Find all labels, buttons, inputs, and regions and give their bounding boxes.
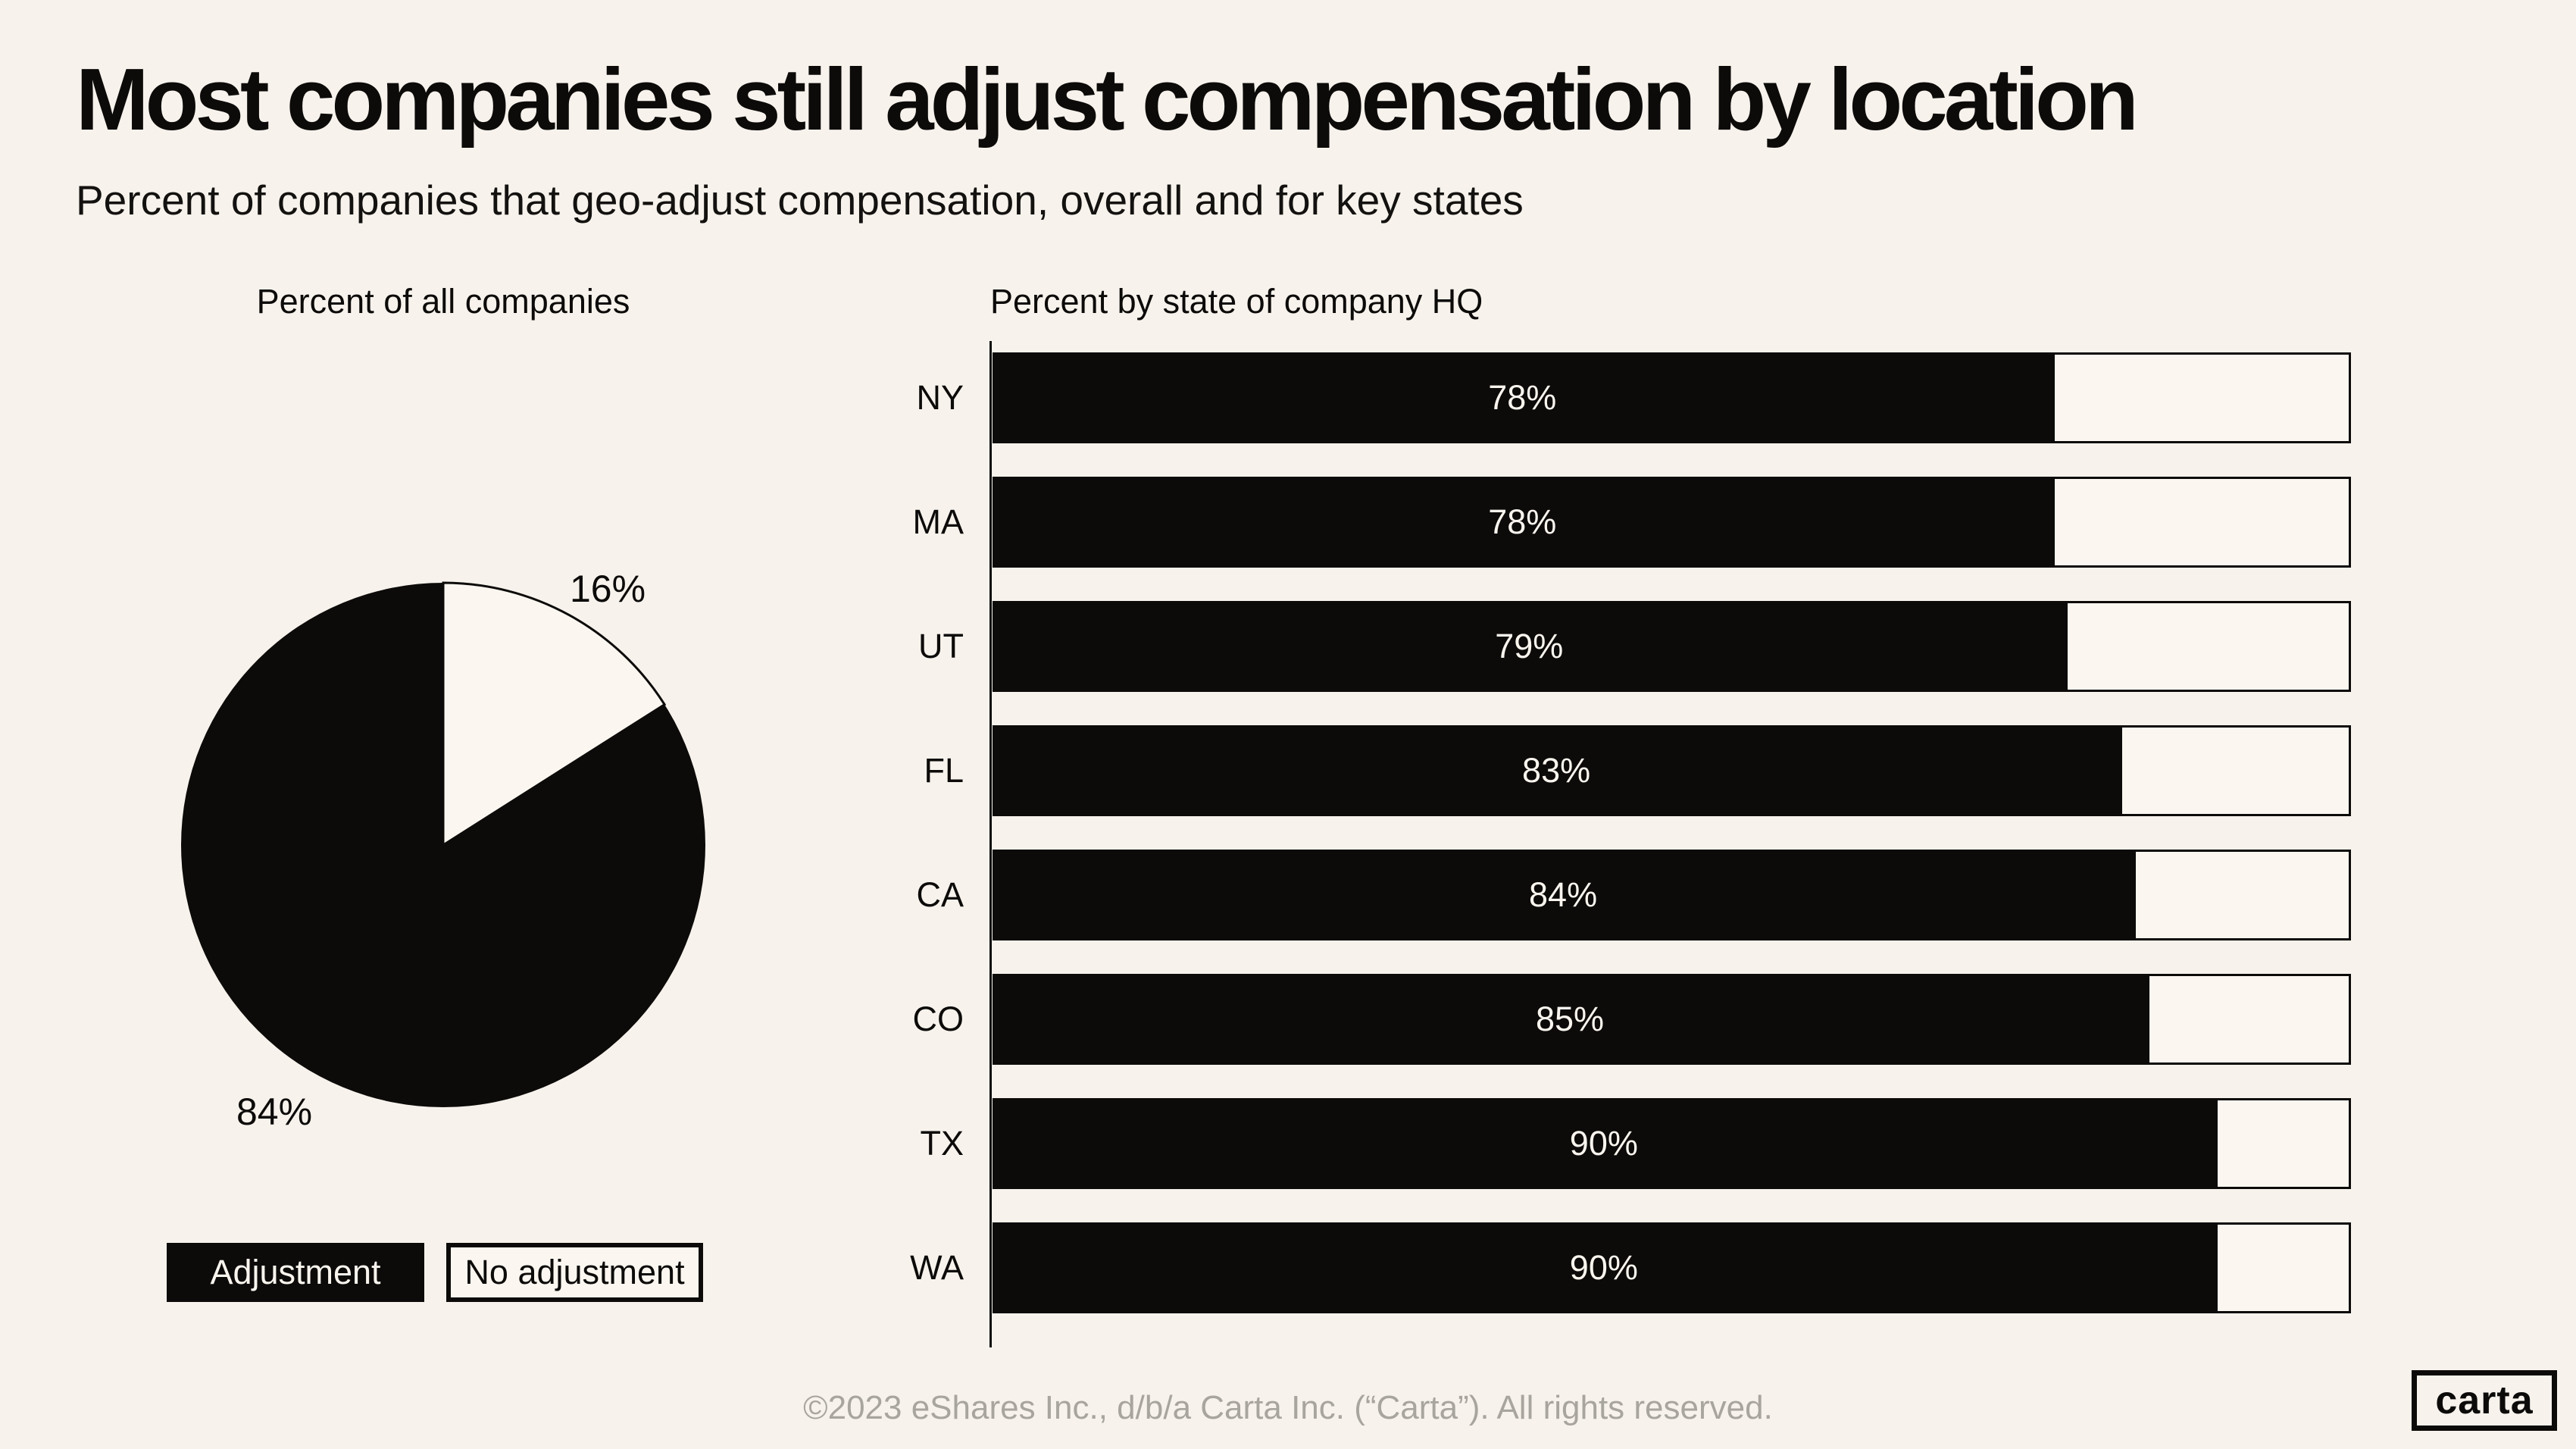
bar-category-label: UT: [918, 627, 964, 665]
bar-rows: NY 78% MA 78% UT 79%: [910, 352, 2351, 1347]
bar-fill: 90%: [993, 1098, 2215, 1189]
bar-fill: 84%: [993, 850, 2134, 940]
bar-row-ca: CA 84%: [916, 850, 2351, 940]
bar-value-label: 85%: [1535, 1000, 1605, 1038]
copyright-text: ©2023 eShares Inc., d/b/a Carta Inc. (“C…: [803, 1389, 1773, 1426]
bar-remainder: [2134, 850, 2351, 940]
pie-section-title: Percent of all companies: [256, 282, 630, 321]
bar-fill: 79%: [993, 601, 2066, 692]
bar-category-label: CA: [916, 875, 964, 914]
bar-remainder: [2215, 1222, 2351, 1313]
bar-category-label: FL: [924, 751, 964, 790]
bar-row-wa: WA 90%: [910, 1222, 2351, 1313]
bar-section-title: Percent by state of company HQ: [990, 282, 1483, 321]
bar-category-label: CO: [912, 1000, 964, 1038]
bar-remainder: [2065, 601, 2351, 692]
bar-fill: 78%: [993, 477, 2052, 568]
bar-value-label: 78%: [1488, 502, 1557, 541]
bar-remainder: [2147, 974, 2351, 1065]
pie-chart: [181, 581, 705, 1107]
bar-value-label: 90%: [1569, 1248, 1638, 1287]
legend-adjustment: Adjustment: [167, 1243, 424, 1302]
pie-no-adjustment-value-label: 16%: [570, 568, 646, 610]
bar-remainder: [2052, 352, 2351, 443]
bar-category-label: MA: [912, 502, 964, 541]
page-title: Most companies still adjust compensation…: [76, 50, 2139, 149]
page-subtitle: Percent of companies that geo-adjust com…: [76, 177, 1524, 224]
carta-logo: carta: [2412, 1370, 2557, 1431]
bar-row-fl: FL 83%: [924, 725, 2351, 816]
bar-row-tx: TX 90%: [920, 1098, 2351, 1189]
bar-value-label: 78%: [1488, 378, 1557, 417]
y-axis-line: [989, 341, 992, 1347]
bar-category-label: WA: [910, 1248, 964, 1287]
bar-row-ut: UT 79%: [918, 601, 2351, 692]
bar-remainder: [2120, 725, 2351, 816]
bar-remainder: [2052, 477, 2351, 568]
bar-remainder: [2215, 1098, 2351, 1189]
bar-row-ma: MA 78%: [913, 477, 2351, 568]
bar-category-label: TX: [920, 1124, 964, 1163]
bar-row-co: CO 85%: [913, 974, 2351, 1065]
bar-value-label: 90%: [1569, 1124, 1638, 1163]
legend: Adjustment No adjustment: [167, 1243, 703, 1302]
bar-fill: 90%: [993, 1222, 2215, 1313]
pie-slice-no-adjustment: [442, 581, 667, 847]
pie-adjustment-value-label: 84%: [236, 1091, 313, 1133]
bar-fill: 78%: [993, 352, 2052, 443]
bar-category-label: NY: [916, 378, 964, 417]
bar-row-ny: NY 78%: [916, 352, 2351, 443]
bar-value-label: 79%: [1495, 627, 1564, 665]
bar-value-label: 83%: [1522, 751, 1591, 790]
legend-no-adjustment: No adjustment: [446, 1243, 703, 1302]
bar-value-label: 84%: [1529, 875, 1598, 914]
bar-fill: 85%: [993, 974, 2148, 1065]
bar-fill: 83%: [993, 725, 2121, 816]
